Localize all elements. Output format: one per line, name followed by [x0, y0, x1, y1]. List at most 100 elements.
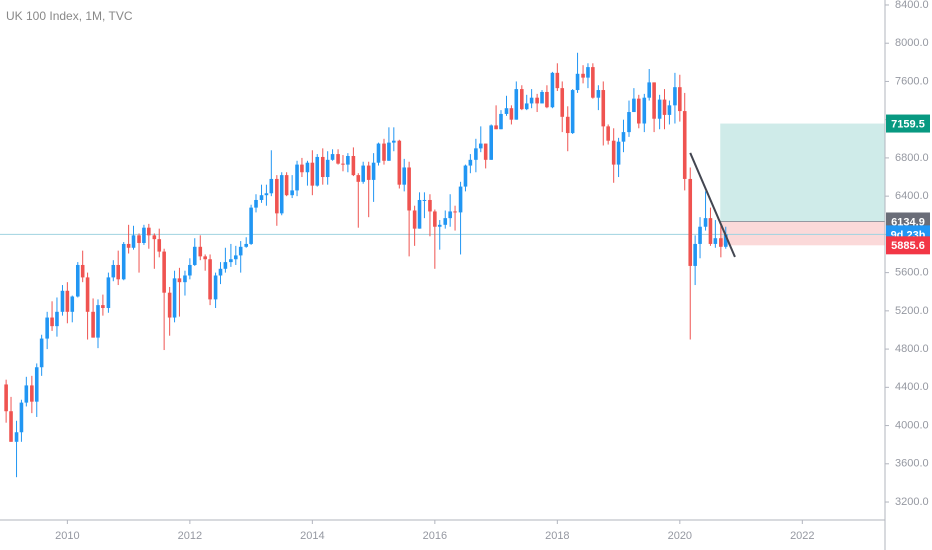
- candle-body: [203, 256, 207, 260]
- candle-body: [433, 211, 437, 227]
- candle-body: [529, 97, 534, 104]
- candle-body: [167, 292, 172, 318]
- candle-body: [269, 178, 274, 194]
- candle-body: [678, 87, 682, 112]
- candle-body: [565, 116, 570, 134]
- candle-body: [376, 143, 381, 163]
- candle-body: [213, 275, 218, 300]
- candle-body: [111, 264, 116, 278]
- plot-area: [0, 52, 885, 478]
- candle-body: [606, 126, 610, 141]
- candle-body: [422, 199, 427, 201]
- candle-body: [458, 186, 463, 213]
- candle-body: [310, 162, 315, 186]
- candle-body: [218, 268, 223, 276]
- candle-body: [75, 264, 80, 297]
- candle-body: [152, 235, 157, 240]
- candle-body: [581, 73, 585, 78]
- candle-body: [192, 246, 197, 265]
- candle-body: [101, 305, 105, 308]
- candle-body: [407, 167, 411, 211]
- candle-body: [305, 162, 310, 173]
- candle-body: [682, 111, 687, 179]
- candle-body: [264, 193, 269, 196]
- candle-body: [142, 227, 146, 243]
- candle-body: [14, 432, 19, 442]
- candle-body: [713, 238, 718, 244]
- candle-body: [575, 73, 580, 91]
- candle-body: [346, 156, 350, 165]
- candle-body: [499, 113, 503, 130]
- candle-body: [24, 385, 29, 403]
- stop-tag: [886, 236, 930, 255]
- candle-body: [723, 234, 728, 247]
- candle-body: [642, 97, 647, 124]
- candle-body: [284, 175, 289, 196]
- y-tick-label: 6800.0: [895, 152, 929, 164]
- candle-body: [279, 175, 284, 214]
- candle-body: [688, 178, 693, 266]
- candle-body: [443, 218, 448, 225]
- candle-body: [662, 99, 667, 115]
- candle-body: [188, 264, 192, 276]
- candle-body: [616, 141, 621, 165]
- candle-body: [126, 243, 131, 248]
- candle-body: [478, 143, 483, 149]
- candle-body: [106, 277, 111, 308]
- candle-body: [259, 195, 264, 200]
- candle-body: [80, 264, 85, 278]
- candle-body: [698, 226, 702, 244]
- candle-body: [474, 148, 478, 160]
- candle-body: [157, 239, 162, 252]
- candle-body: [275, 178, 279, 214]
- candle-body: [116, 264, 121, 280]
- candle-body: [50, 317, 54, 327]
- candle-body: [448, 211, 452, 219]
- candle-body: [596, 90, 601, 98]
- candle-body: [351, 156, 356, 176]
- candle-body: [463, 165, 468, 187]
- candle-body: [417, 199, 422, 229]
- candle-body: [341, 163, 345, 165]
- candle-body: [60, 290, 65, 312]
- candle-body: [183, 275, 187, 283]
- candle-body: [652, 82, 656, 119]
- candle-body: [254, 199, 258, 208]
- candle-body: [468, 159, 473, 166]
- candle-body: [295, 164, 299, 191]
- candle-body: [249, 207, 253, 244]
- candle-body: [586, 67, 590, 78]
- target-zone: [720, 123, 885, 222]
- candle-body: [397, 140, 402, 185]
- candle-body: [387, 142, 391, 161]
- candle-body: [693, 243, 697, 266]
- candle-body: [233, 255, 238, 260]
- candle-body: [91, 311, 95, 338]
- candle-body: [540, 91, 544, 104]
- candle-body: [300, 164, 304, 173]
- candle-body: [361, 165, 365, 182]
- candle-body: [412, 210, 417, 229]
- candle-body: [238, 246, 243, 256]
- candle-body: [428, 199, 432, 212]
- candle-body: [535, 97, 539, 104]
- candle-body: [673, 87, 677, 106]
- candle-body: [223, 262, 228, 269]
- candle-body: [667, 105, 672, 115]
- candle-body: [555, 72, 560, 89]
- candle-body: [229, 259, 233, 263]
- y-tick-label: 8400.0: [895, 0, 929, 11]
- candle-body: [437, 224, 442, 227]
- y-tick-label: 6400.0: [895, 190, 929, 202]
- y-tick-label: 4800.0: [895, 343, 929, 355]
- candle-body: [315, 156, 320, 186]
- candle-body: [601, 90, 606, 127]
- target-tag-label: 7159.5: [891, 118, 925, 130]
- candle-body: [172, 278, 177, 318]
- candle-body: [657, 99, 662, 119]
- candle-body: [509, 108, 514, 120]
- candle-body: [611, 140, 616, 165]
- candle-body: [382, 143, 386, 161]
- candle-body: [520, 89, 524, 110]
- candle-body: [703, 218, 708, 227]
